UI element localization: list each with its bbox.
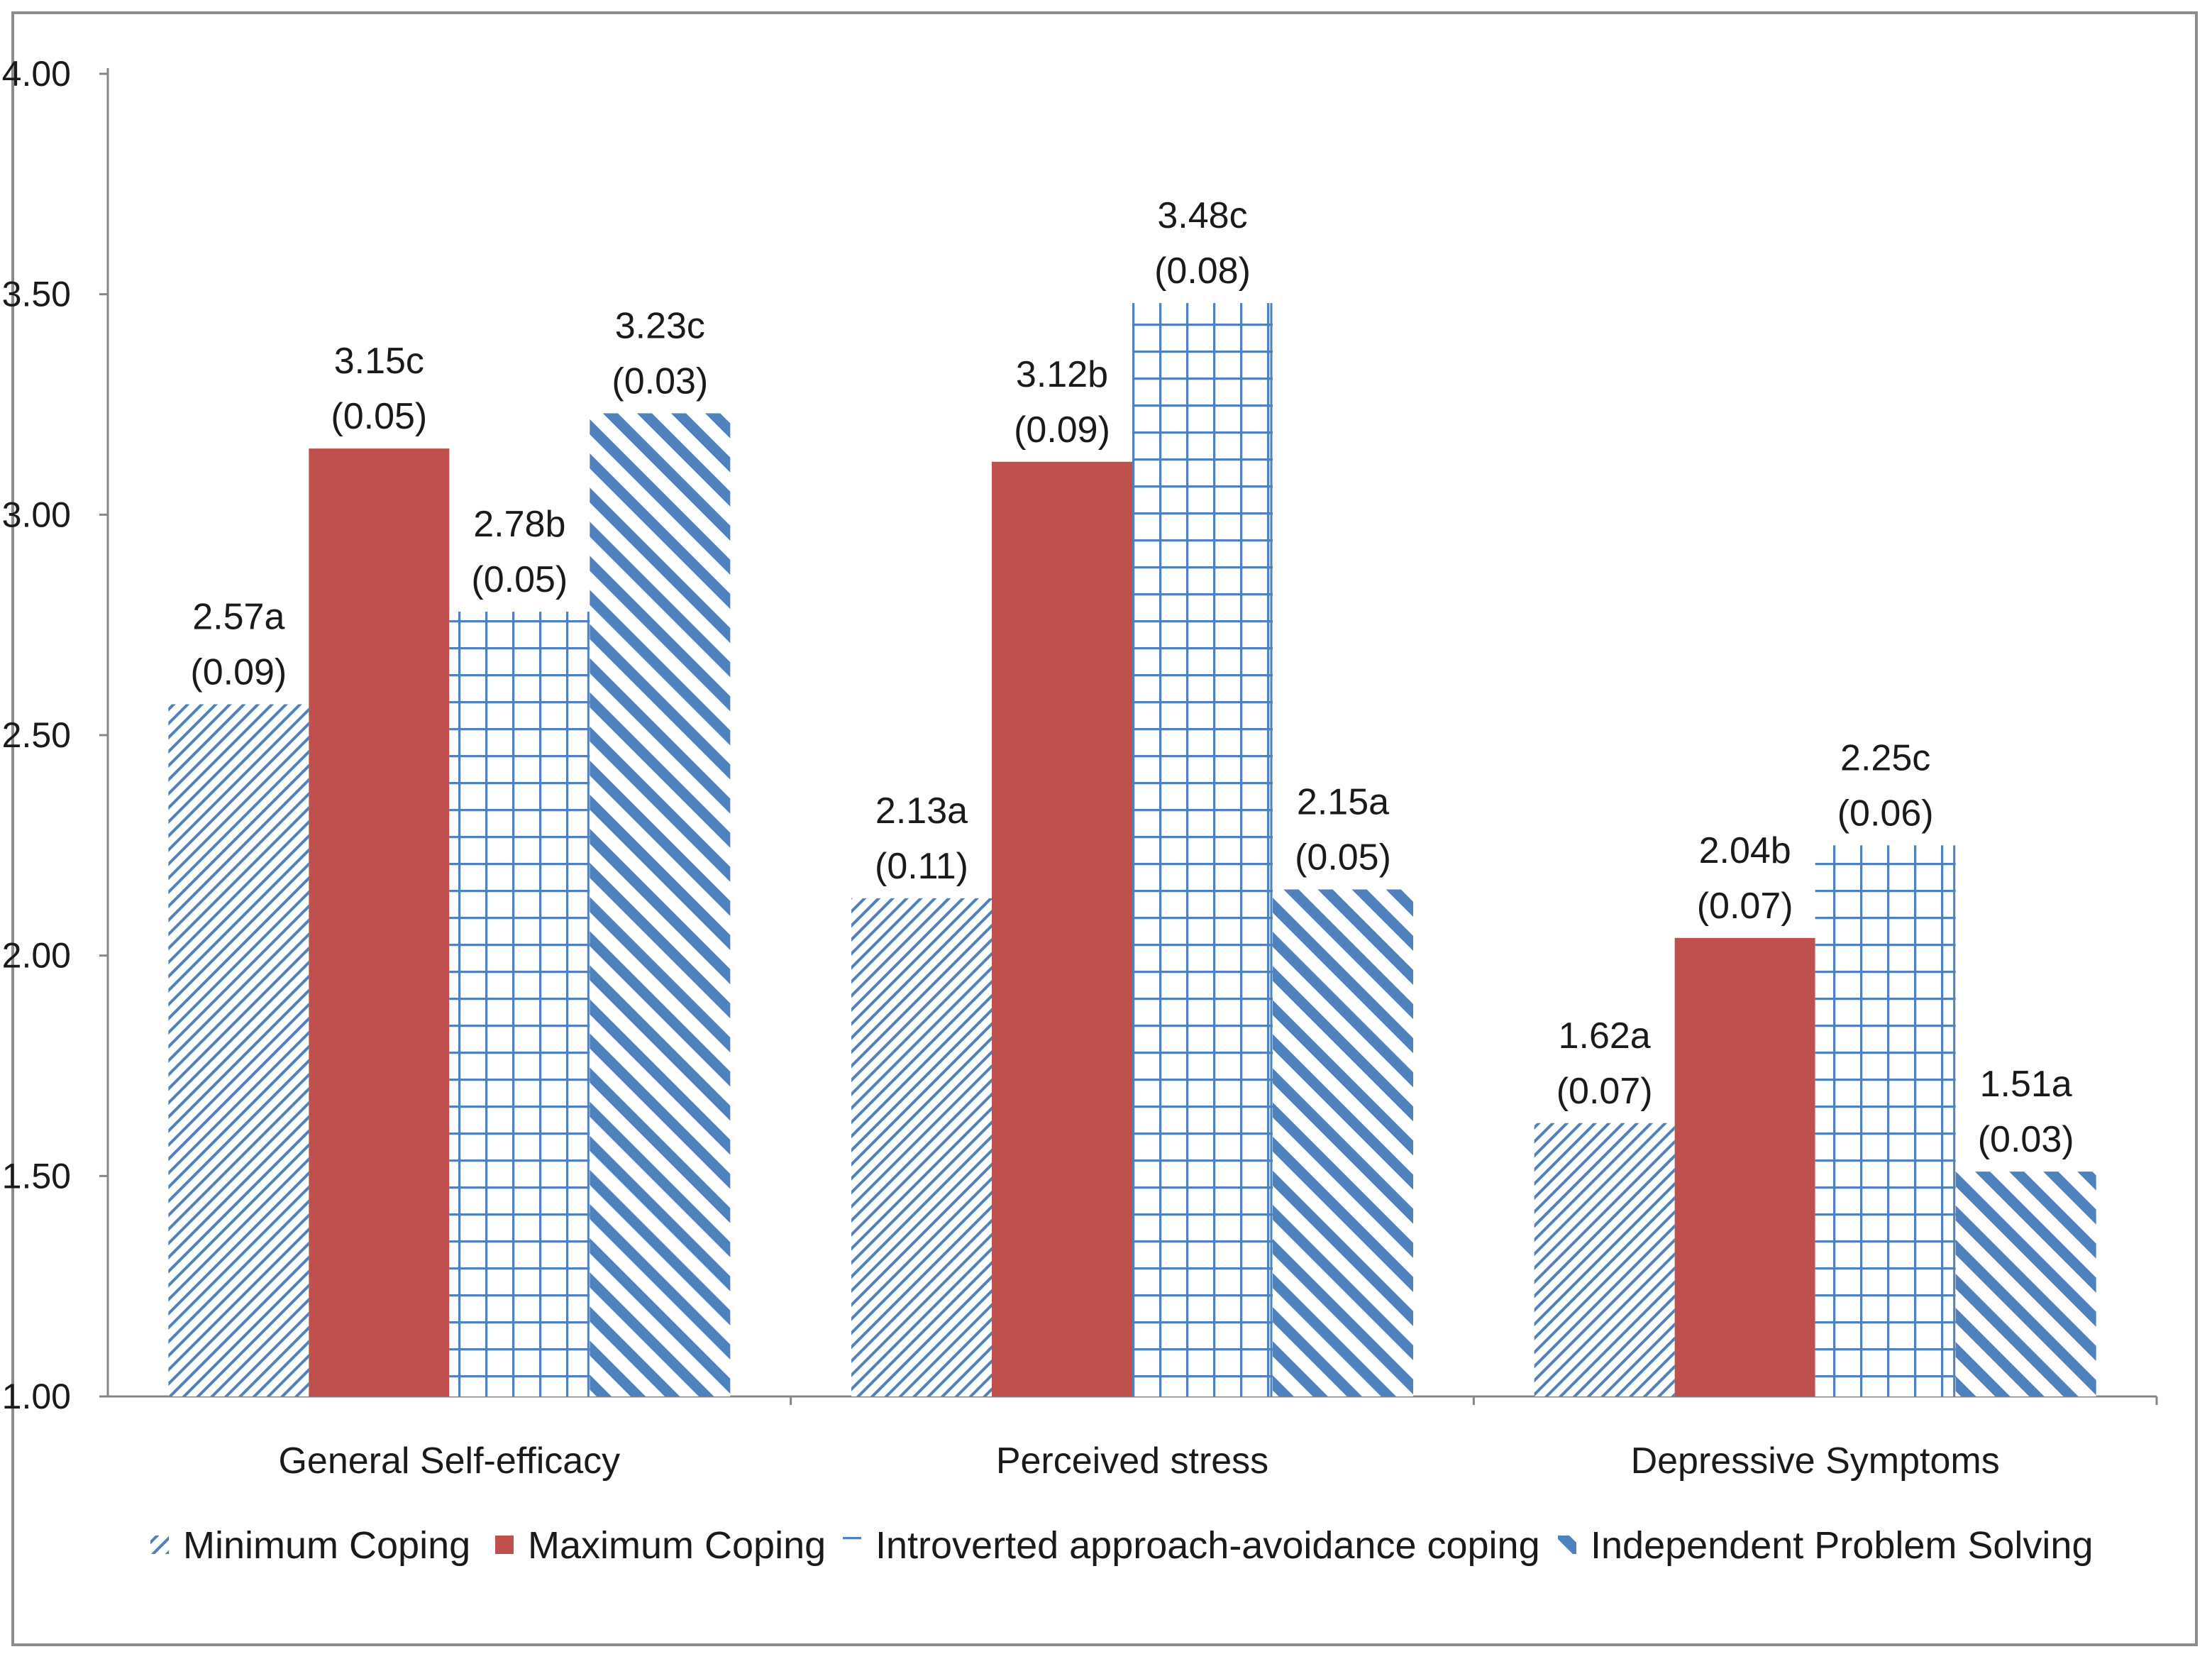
data-label-value: 2.04b bbox=[1699, 830, 1791, 871]
category-label: General Self-efficacy bbox=[278, 1440, 620, 1482]
category-label: Perceived stress bbox=[996, 1440, 1268, 1482]
bar bbox=[1815, 845, 1956, 1396]
data-label-error: (0.03) bbox=[612, 360, 708, 402]
data-label-value: 2.13a bbox=[875, 790, 968, 832]
bar bbox=[1534, 1123, 1675, 1396]
data-label-error: (0.05) bbox=[471, 559, 568, 600]
data-label-value: 1.62a bbox=[1559, 1015, 1651, 1057]
legend-label: Introverted approach-avoidance coping bbox=[875, 1524, 1540, 1567]
category-label: Depressive Symptoms bbox=[1631, 1440, 2000, 1482]
legend-label: Maximum Coping bbox=[528, 1524, 826, 1567]
legend: Minimum Coping Maximum Coping Introverted … bbox=[150, 1524, 2094, 1567]
data-label-value: 3.15c bbox=[334, 341, 424, 382]
y-tick-label: 1.00 bbox=[2, 1377, 71, 1416]
data-label-error: (0.05) bbox=[331, 396, 427, 437]
data-label-value: 1.51a bbox=[1980, 1064, 2072, 1105]
y-tick-label: 3.50 bbox=[2, 275, 71, 314]
legend-swatch bbox=[843, 1536, 861, 1554]
data-label-error: (0.06) bbox=[1837, 793, 1934, 834]
data-label-error: (0.09) bbox=[1014, 409, 1110, 451]
bar bbox=[992, 461, 1132, 1396]
data-label-error: (0.07) bbox=[1697, 886, 1793, 927]
y-tick-label: 3.00 bbox=[2, 495, 71, 534]
y-tick-label: 2.00 bbox=[2, 936, 71, 976]
bar bbox=[590, 413, 731, 1396]
data-label-value: 2.25c bbox=[1840, 737, 1930, 778]
data-label-error: (0.03) bbox=[1978, 1119, 2074, 1160]
data-labels: 2.57a (0.09) 3.15c (0.05) 2.78b (0.05) 3.23c (0… bbox=[190, 195, 2074, 1160]
y-tick-label: 2.50 bbox=[2, 715, 71, 755]
bar bbox=[1273, 889, 1413, 1396]
data-label-error: (0.05) bbox=[1295, 837, 1391, 878]
bar bbox=[309, 448, 450, 1397]
data-label-value: 3.12b bbox=[1016, 354, 1108, 395]
data-label-value: 2.57a bbox=[192, 597, 284, 638]
data-label-error: (0.11) bbox=[875, 846, 968, 887]
data-label-value: 3.48c bbox=[1157, 195, 1247, 236]
bar bbox=[1132, 303, 1273, 1397]
bar bbox=[1955, 1172, 2096, 1396]
bar bbox=[449, 612, 590, 1397]
data-label-value: 2.78b bbox=[473, 504, 565, 545]
bar bbox=[168, 704, 309, 1396]
y-tick-label: 1.50 bbox=[2, 1156, 71, 1196]
y-tick-label: 4.00 bbox=[2, 54, 71, 94]
bar bbox=[1674, 937, 1815, 1396]
legend-swatch bbox=[1558, 1536, 1576, 1554]
data-label-value: 3.23c bbox=[615, 305, 705, 346]
legend-label: Independent Problem Solving bbox=[1591, 1524, 2094, 1567]
legend-swatch bbox=[150, 1536, 169, 1554]
data-label-error: (0.07) bbox=[1556, 1071, 1653, 1112]
legend-label: Minimum Coping bbox=[183, 1524, 470, 1567]
data-label-value: 2.15a bbox=[1297, 781, 1389, 822]
bars bbox=[168, 303, 2096, 1397]
data-label-error: (0.08) bbox=[1154, 250, 1251, 292]
bar bbox=[851, 898, 992, 1396]
legend-swatch bbox=[495, 1536, 514, 1554]
data-label-error: (0.09) bbox=[190, 652, 287, 693]
